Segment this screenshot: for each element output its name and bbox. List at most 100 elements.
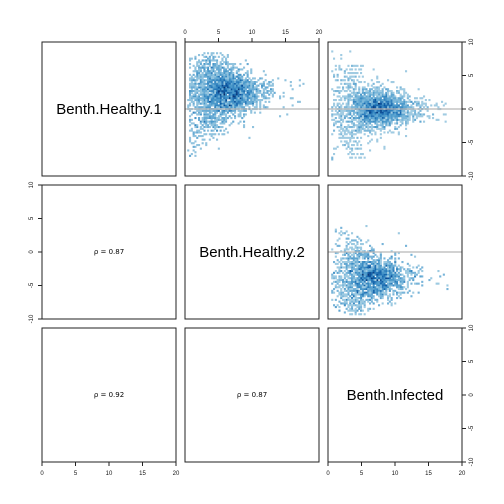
density-cell: [207, 95, 210, 98]
density-cell: [216, 99, 219, 102]
density-cell: [208, 93, 211, 96]
density-cell: [214, 91, 217, 94]
density-cell: [381, 271, 384, 274]
density-cell: [271, 82, 274, 85]
density-cell: [417, 113, 420, 116]
density-cell: [379, 259, 382, 262]
density-cell: [397, 99, 400, 102]
density-cell: [205, 117, 208, 120]
density-cell: [388, 277, 391, 280]
density-cell: [347, 97, 350, 100]
density-cell: [221, 93, 224, 96]
density-cell: [372, 118, 375, 121]
density-cell: [194, 126, 197, 129]
density-cell: [363, 264, 366, 267]
density-cell: [230, 91, 233, 94]
density-cell: [405, 117, 408, 120]
density-cell: [387, 115, 390, 118]
density-cell: [336, 120, 339, 123]
density-cell: [219, 68, 222, 71]
density-cell: [399, 297, 402, 300]
density-cell: [372, 104, 375, 107]
density-cell: [351, 286, 354, 289]
density-cell: [345, 257, 348, 260]
density-cell: [345, 127, 348, 130]
density-cell: [217, 73, 220, 76]
x-tick-label: 15: [425, 471, 432, 477]
density-cell: [219, 93, 222, 96]
density-cell: [255, 91, 258, 94]
density-cell: [216, 100, 219, 103]
density-cell: [369, 286, 372, 289]
density-cell: [345, 298, 348, 301]
density-cell: [356, 117, 359, 120]
density-cell: [257, 95, 260, 98]
density-cell: [424, 99, 427, 102]
density-cell: [196, 100, 199, 103]
density-cell: [207, 109, 210, 112]
density-cell: [351, 99, 354, 102]
density-cell: [244, 113, 247, 116]
density-cell: [243, 86, 246, 89]
density-cell: [226, 64, 229, 67]
density-cell: [205, 63, 208, 66]
density-cell: [417, 291, 420, 294]
density-cell: [387, 117, 390, 120]
density-cell: [347, 282, 350, 285]
density-cell: [248, 84, 251, 87]
density-cell: [268, 93, 271, 96]
density-cell: [352, 124, 355, 127]
density-cell: [289, 97, 292, 100]
density-cell: [255, 88, 258, 91]
density-cell: [374, 268, 377, 271]
density-cell: [392, 275, 395, 278]
density-cell: [349, 82, 352, 85]
density-cell: [261, 84, 264, 87]
density-cell: [223, 90, 226, 93]
density-cell: [223, 118, 226, 121]
density-cell: [343, 126, 346, 129]
density-cell: [385, 97, 388, 100]
density-cell: [419, 115, 422, 118]
density-cell: [239, 91, 242, 94]
density-cell: [358, 257, 361, 260]
density-cell: [354, 106, 357, 109]
density-cell: [390, 100, 393, 103]
density-cell: [378, 264, 381, 267]
density-cell: [370, 255, 373, 258]
density-cell: [381, 109, 384, 112]
density-cell: [225, 100, 228, 103]
density-cell: [360, 293, 363, 296]
density-cell: [214, 59, 217, 62]
density-cell: [262, 81, 265, 84]
density-cell: [351, 126, 354, 129]
density-cell: [401, 102, 404, 105]
density-cell: [378, 270, 381, 273]
density-cell: [390, 273, 393, 276]
density-cell: [361, 300, 364, 303]
density-cell: [358, 291, 361, 294]
density-cell: [405, 91, 408, 94]
density-cell: [334, 122, 337, 125]
density-cell: [208, 70, 211, 73]
density-cell: [370, 88, 373, 91]
density-cell: [333, 124, 336, 127]
density-cell: [208, 81, 211, 84]
density-cell: [360, 275, 363, 278]
density-cell: [212, 115, 215, 118]
density-cell: [336, 252, 339, 255]
density-cell: [399, 280, 402, 283]
density-cell: [336, 86, 339, 89]
density-cell: [234, 86, 237, 89]
density-cell: [363, 266, 366, 269]
density-cell: [250, 68, 253, 71]
density-cell: [345, 289, 348, 292]
density-cell: [340, 259, 343, 262]
density-cell: [442, 104, 445, 107]
density-cell: [198, 135, 201, 138]
density-cell: [331, 113, 334, 116]
density-cell: [217, 99, 220, 102]
density-cell: [347, 124, 350, 127]
y-tick-label: -10: [469, 171, 475, 180]
density-cell: [340, 106, 343, 109]
